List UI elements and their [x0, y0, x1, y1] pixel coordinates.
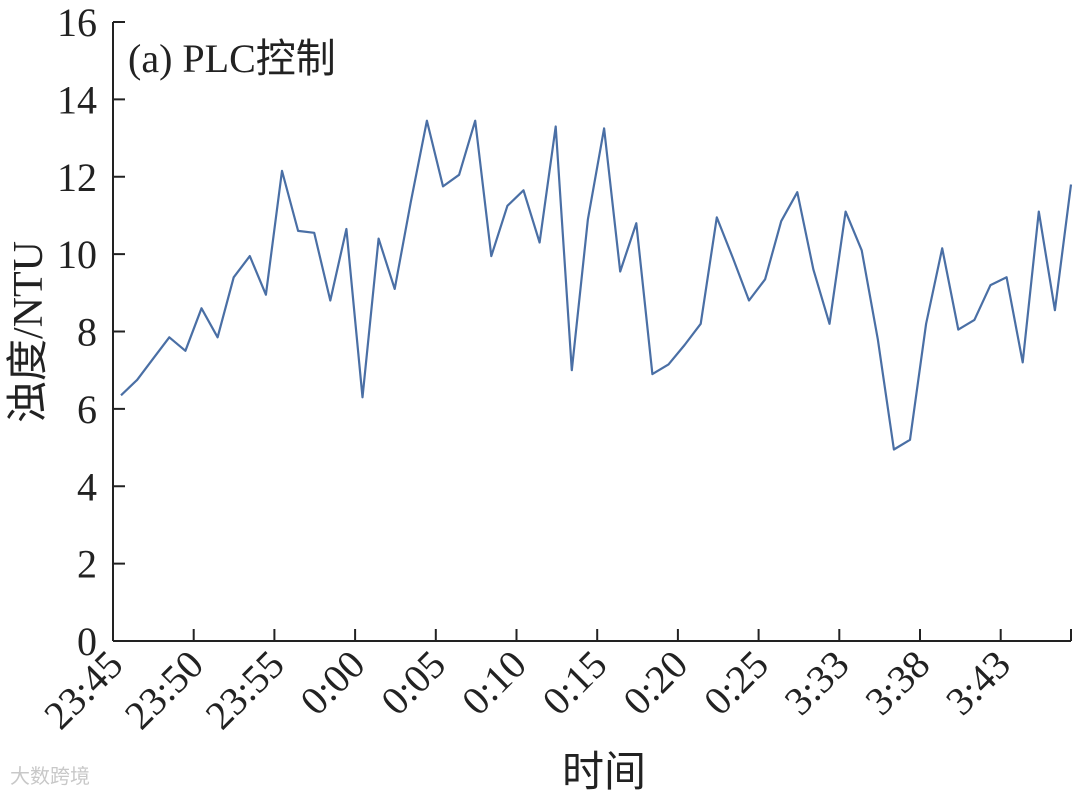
panel-label: (a) PLC控制 — [128, 36, 336, 81]
series-line — [120, 119, 1073, 451]
y-tick-label: 6 — [77, 387, 97, 432]
x-tick-label: 0:00 — [291, 642, 373, 724]
y-tick-label: 12 — [57, 155, 97, 200]
y-tick-label: 4 — [77, 464, 97, 509]
y-tick-label: 8 — [77, 310, 97, 355]
x-tick-label: 0:05 — [372, 642, 454, 724]
x-tick-label: 23:50 — [116, 642, 212, 738]
x-tick-label: 3:43 — [937, 642, 1019, 724]
y-tick-label: 0 — [77, 619, 97, 664]
y-tick-label: 14 — [57, 77, 97, 122]
x-tick-label: 0:15 — [533, 642, 615, 724]
x-tick-label: 0:20 — [614, 642, 696, 724]
watermark: 大数跨境 — [10, 764, 90, 788]
series-layer — [120, 119, 1073, 451]
x-tick-label: 3:38 — [856, 642, 938, 724]
y-tick-label: 2 — [77, 542, 97, 587]
y-tick-label: 10 — [57, 232, 97, 277]
y-axis-title: 浊度/NTU — [6, 241, 52, 423]
axes: 024681012141623:4523:5023:550:000:050:10… — [35, 0, 1072, 738]
x-tick-label: 0:25 — [695, 642, 777, 724]
x-axis-title: 时间 — [562, 750, 646, 794]
y-tick-label: 16 — [57, 0, 97, 45]
x-tick-label: 23:55 — [197, 642, 293, 738]
x-tick-label: 3:33 — [776, 642, 858, 724]
x-tick-label: 0:10 — [453, 642, 535, 724]
